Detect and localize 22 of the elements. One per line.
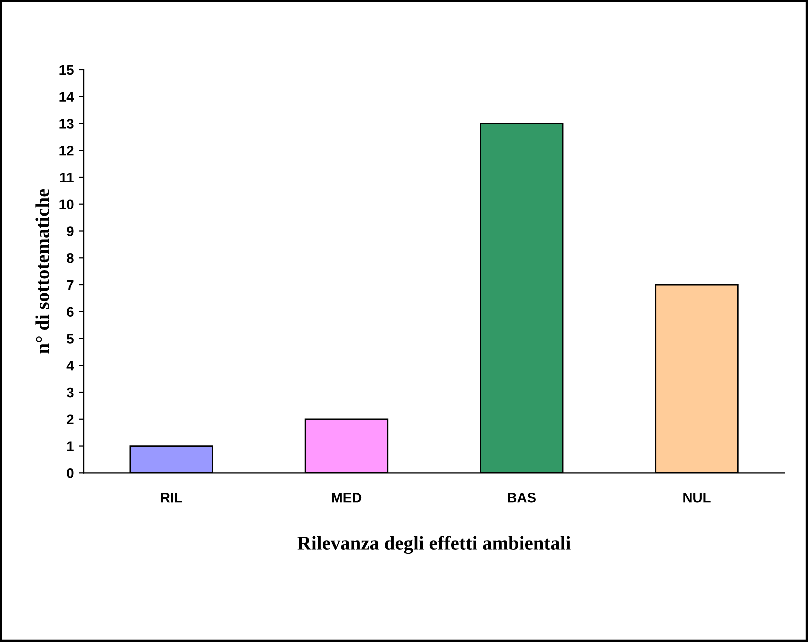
x-tick-label: NUL — [684, 493, 711, 503]
y-tick-label: 0 — [67, 468, 74, 478]
y-tick-label: 10 — [60, 200, 74, 210]
y-axis-title: n° di sottotematiche — [36, 189, 50, 354]
y-tick-label: 1 — [67, 442, 74, 452]
y-tick-label: 5 — [67, 334, 74, 344]
x-tick-label: MED — [332, 493, 362, 503]
y-tick-label: 7 — [67, 280, 74, 290]
y-tick-label: 11 — [60, 172, 74, 183]
x-tick-label: RIL — [161, 493, 182, 503]
y-tick-label: 15 — [60, 65, 74, 76]
y-tick-label: 14 — [60, 92, 74, 102]
y-tick-label: 8 — [67, 253, 74, 264]
y-tick-label: 3 — [66, 388, 74, 398]
y-tick-label: 6 — [67, 307, 74, 318]
x-tick-label: BAS — [508, 492, 536, 503]
y-tick-label: 4 — [66, 361, 74, 371]
y-tick-label: 12 — [60, 146, 74, 156]
y-tick-label: 2 — [67, 414, 74, 424]
x-axis-title: Rilevanza degli effetti ambientali — [298, 536, 571, 554]
y-tick-label: 9 — [67, 226, 74, 236]
y-tick-label: 13 — [60, 119, 74, 129]
